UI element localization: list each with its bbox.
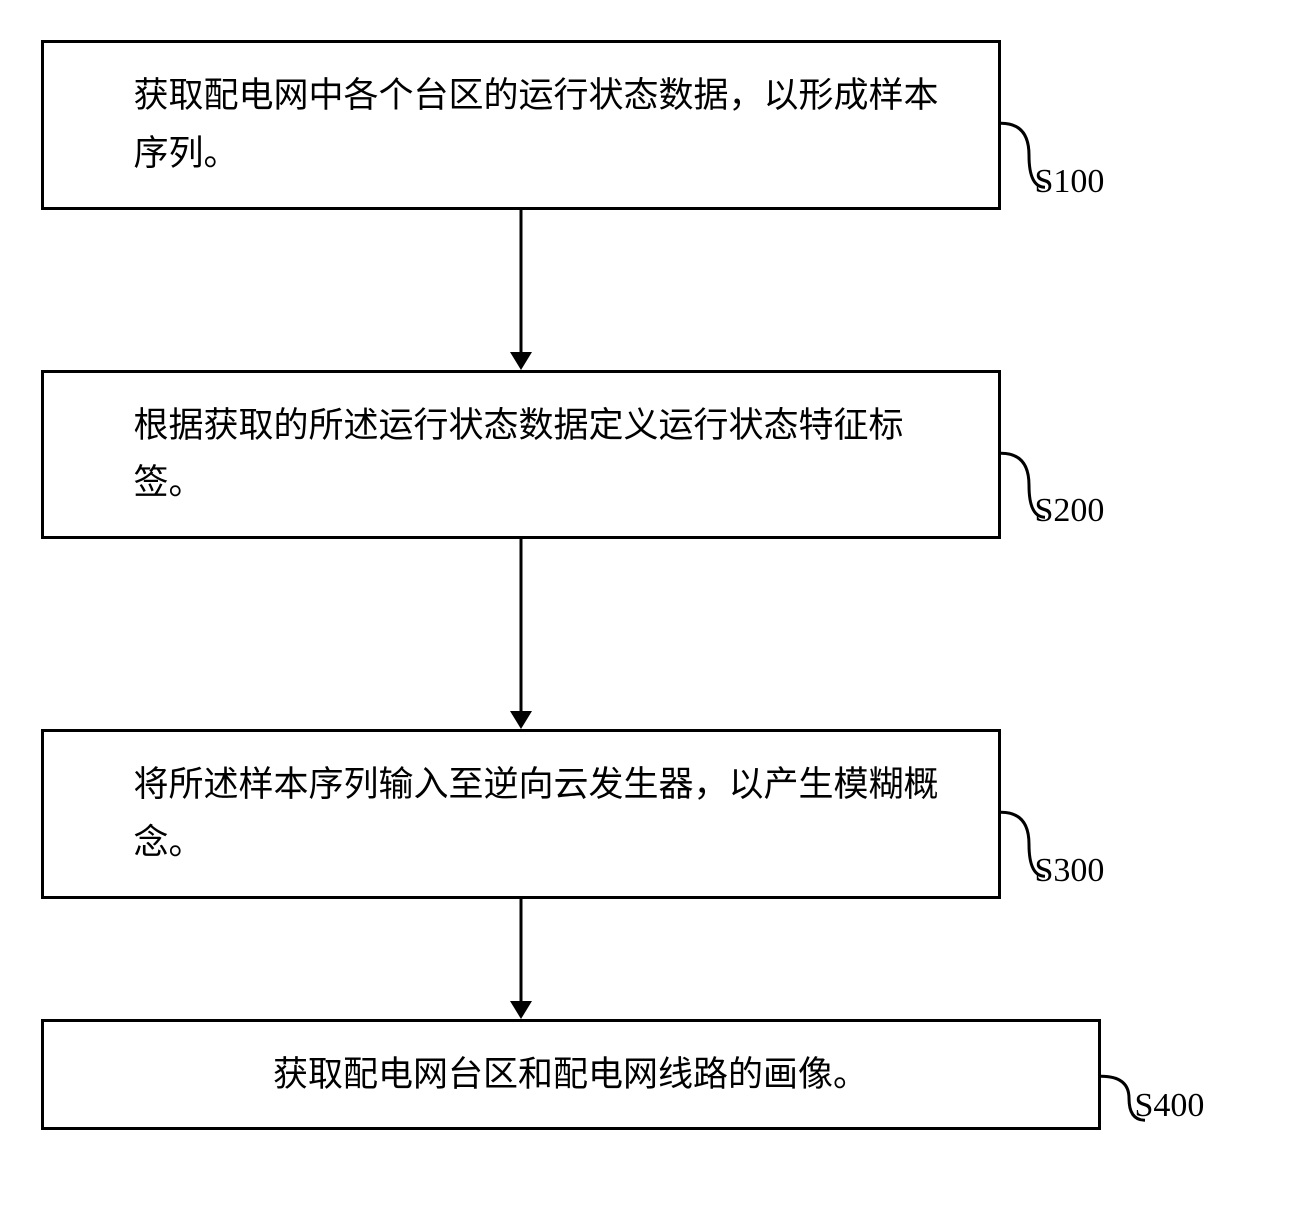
flow-node: 将所述样本序列输入至逆向云发生器，以产生模糊概念。 [41,729,1001,899]
arrow-down-icon [501,899,541,1019]
flow-step: 将所述样本序列输入至逆向云发生器，以产生模糊概念。 S300 [41,729,1261,899]
step-label: S100 [1035,163,1105,205]
flow-step: 根据获取的所述运行状态数据定义运行状态特征标签。 S200 [41,370,1261,540]
step-label: S300 [1035,852,1105,894]
flow-node: 获取配电网台区和配电网线路的画像。 [41,1019,1101,1131]
arrow-down-icon [501,210,541,370]
step-label: S200 [1035,492,1105,534]
arrow-down-icon [501,539,541,729]
flow-node: 获取配电网中各个台区的运行状态数据，以形成样本序列。 [41,40,1001,210]
flow-node: 根据获取的所述运行状态数据定义运行状态特征标签。 [41,370,1001,540]
flow-step: 获取配电网中各个台区的运行状态数据，以形成样本序列。 S100 [41,40,1261,210]
step-label: S400 [1135,1087,1205,1129]
flow-step: 获取配电网台区和配电网线路的画像。 S400 [41,1019,1261,1131]
